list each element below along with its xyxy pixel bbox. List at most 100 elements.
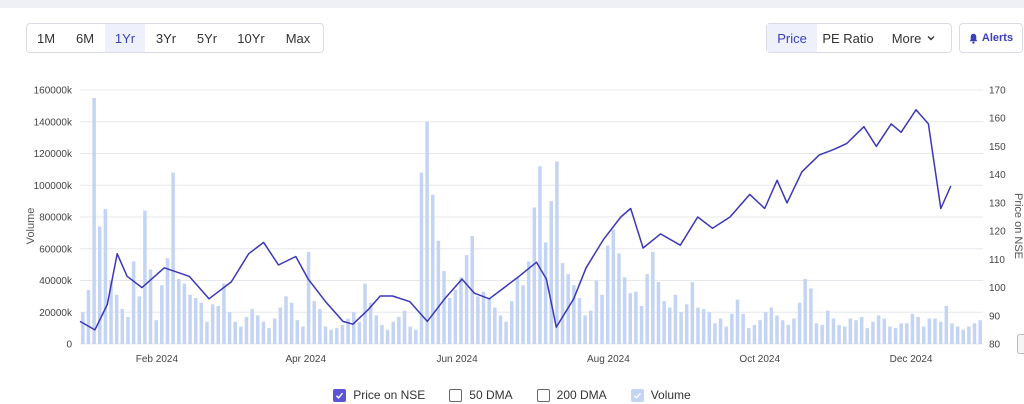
dma200-checkbox[interactable] (536, 388, 550, 402)
date-tick-label: Oct 2024 (739, 354, 780, 365)
volume-bar (391, 321, 395, 344)
volume-bar (978, 320, 982, 344)
volume-bar (532, 207, 537, 344)
volume-bar (837, 324, 841, 344)
volume-bar (363, 283, 367, 344)
price-tick-label: 130 (989, 198, 1006, 209)
volume-bar (120, 309, 125, 344)
volume-bar (312, 301, 316, 344)
volume-bar (865, 328, 870, 344)
volume-tick-label: 120000k (34, 149, 73, 160)
volume-bar (526, 261, 531, 344)
price-axis-ticks: 80 90 100 110 120 130 140 150 160 170 (989, 86, 1006, 351)
volume-bar (447, 297, 452, 344)
dma50-checkbox[interactable] (449, 388, 463, 402)
volume-bar (521, 285, 525, 344)
volume-bar (831, 318, 836, 344)
legend-50dma[interactable]: 50 DMA (449, 388, 513, 402)
volume-bar (346, 318, 350, 344)
volume-bar (910, 313, 915, 344)
date-tick-label: Apr 2024 (285, 354, 326, 365)
range-button-1yr[interactable]: 1Yr (105, 24, 145, 52)
price-tick-label: 120 (989, 227, 1006, 238)
date-tick-label: Feb 2024 (136, 354, 179, 365)
volume-bar (368, 302, 373, 344)
volume-tick-label: 20000k (39, 308, 73, 319)
volume-bar (752, 324, 757, 344)
volume-bar (961, 329, 965, 344)
alerts-label: Alerts (981, 32, 1014, 44)
volume-bar (639, 305, 644, 344)
volume-checkbox[interactable] (630, 388, 644, 402)
range-button-5yr[interactable]: 5Yr (196, 30, 218, 46)
volume-tick-label: 100000k (34, 181, 73, 192)
range-button-max[interactable]: Max (285, 30, 311, 46)
volume-bar (193, 297, 198, 344)
volume-bar (555, 161, 559, 344)
range-button-3yr[interactable]: 3Yr (155, 30, 177, 46)
volume-bar (938, 321, 943, 344)
volume-bar (859, 317, 864, 344)
volume-bar (199, 302, 204, 344)
price-checkbox[interactable] (333, 388, 347, 402)
volume-bar (899, 323, 903, 344)
legend-200dma[interactable]: 200 DMA (536, 388, 607, 402)
chevron-down-icon (927, 36, 935, 41)
volume-bar (98, 226, 102, 344)
volume-bar (651, 251, 655, 344)
volume-bar (498, 315, 503, 344)
legend-price[interactable]: Price on NSE (333, 388, 425, 402)
scroll-handle[interactable] (1017, 334, 1024, 354)
volume-bar (572, 285, 576, 344)
volume-bar (210, 304, 215, 344)
volume-bar (690, 282, 695, 344)
volume-bar (453, 290, 458, 344)
legend-50dma-label: 50 DMA (469, 388, 513, 402)
volume-bar (741, 313, 745, 344)
date-axis-ticks: Feb 2024 Apr 2024 Jun 2024 Aug 2024 Oct 2024… (136, 354, 933, 365)
volume-bar (335, 328, 339, 344)
volume-bar (436, 240, 441, 344)
volume-bar (81, 312, 85, 344)
volume-bar (397, 317, 401, 344)
volume-bar (114, 294, 119, 344)
volume-bar (464, 255, 469, 344)
volume-bar (126, 317, 130, 344)
price-tick-label: 160 (989, 114, 1006, 125)
range-button-1m[interactable]: 1M (36, 30, 56, 46)
volume-bar (882, 318, 886, 344)
volume-tick-label: 140000k (34, 117, 73, 128)
volume-bar (137, 296, 142, 344)
alerts-button[interactable]: Alerts (959, 23, 1023, 53)
volume-bar (583, 315, 587, 344)
volume-bar (233, 321, 237, 344)
more-dropdown[interactable]: More (879, 24, 949, 52)
volume-bar (775, 315, 779, 344)
volume-bar (442, 270, 446, 344)
volume-bar (154, 320, 158, 344)
volume-bar (222, 283, 226, 344)
volume-bar (143, 210, 147, 344)
volume-bar (876, 315, 881, 344)
volume-bar (543, 242, 548, 344)
range-button-6m[interactable]: 6M (75, 30, 95, 46)
volume-bar (329, 329, 333, 344)
volume-bar (289, 302, 294, 344)
price-tick-label: 100 (989, 283, 1006, 294)
range-button-10yr[interactable]: 10Yr (237, 30, 265, 46)
volume-bar (594, 280, 599, 344)
volume-bar (854, 320, 858, 344)
legend-volume[interactable]: Volume (630, 388, 691, 402)
volume-bar (351, 312, 356, 344)
price-tick-label: 90 (989, 311, 1001, 322)
volume-bar (160, 285, 164, 344)
volume-bar (357, 321, 362, 344)
volume-bar (493, 307, 497, 344)
volume-bar (656, 282, 661, 344)
volume-bar (724, 326, 728, 344)
volume-bar (769, 307, 774, 344)
price-button[interactable]: Price (767, 24, 817, 52)
volume-bar (972, 323, 977, 344)
pe-ratio-button[interactable]: PE Ratio (822, 30, 874, 46)
volume-bar (430, 194, 435, 344)
